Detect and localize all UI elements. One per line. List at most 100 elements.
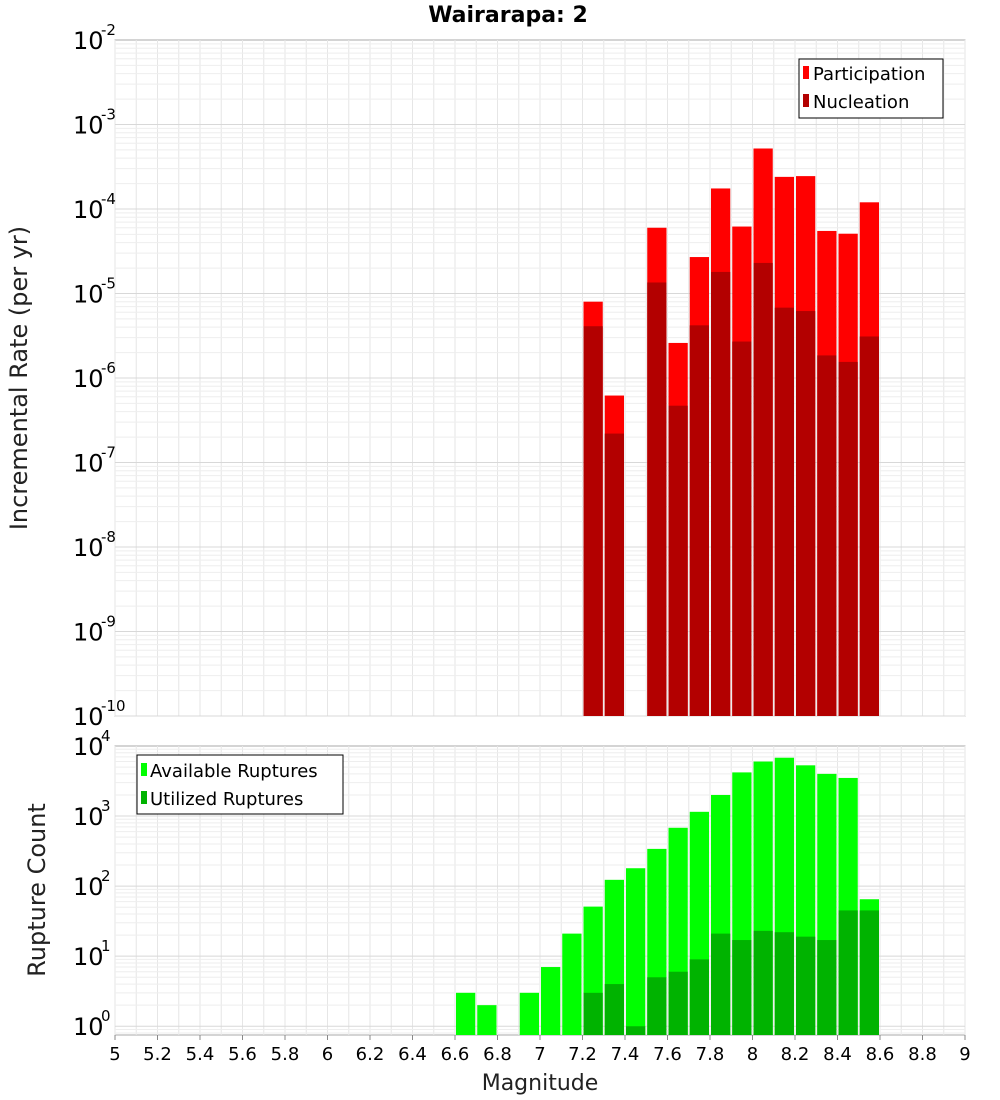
x-tick-label: 6.8 — [483, 1044, 512, 1065]
legend-label-utilized: Utilized Ruptures — [150, 789, 303, 810]
top-bar-series2 — [817, 355, 837, 716]
bottom-legend-box — [136, 754, 344, 815]
top-bar-series2 — [859, 336, 879, 716]
x-tick-label: 5.6 — [228, 1044, 257, 1065]
legend-swatch-nucleation — [803, 94, 809, 107]
top-y-tick-label: 10 — [73, 281, 104, 309]
top-y-tick-exponent: -4 — [101, 190, 116, 208]
bottom-bar-series2 — [604, 984, 624, 1035]
x-tick-label: 6 — [322, 1044, 333, 1065]
x-tick-label: 8 — [747, 1044, 758, 1065]
x-tick-label: 8.4 — [823, 1044, 852, 1065]
x-tick-label: 8.2 — [781, 1044, 810, 1065]
bottom-y-tick-exponent: 3 — [101, 797, 111, 815]
x-tick-label: 7.8 — [696, 1044, 725, 1065]
top-y-tick-label: 10 — [73, 703, 104, 731]
bottom-bars — [456, 757, 879, 1035]
bottom-bar-series1 — [519, 992, 539, 1035]
bottom-bar-series2 — [626, 1026, 646, 1035]
legend-label-nucleation: Nucleation — [813, 92, 909, 113]
legend-swatch-utilized — [141, 791, 147, 804]
top-bar-series2 — [647, 282, 667, 716]
legend-label-available: Available Ruptures — [150, 761, 318, 782]
bottom-legend: Available Ruptures Utilized Ruptures — [136, 754, 344, 815]
bottom-y-tick-exponent: 2 — [101, 867, 111, 885]
top-legend: Participation Nucleation — [798, 58, 944, 119]
x-tick-label: 5.2 — [143, 1044, 172, 1065]
top-grid — [114, 40, 966, 717]
top-y-tick-exponent: -9 — [101, 613, 116, 631]
top-bar-series2 — [753, 262, 773, 716]
chart-title: Wairarapa: 2 — [428, 3, 588, 28]
x-tick-label: 7.4 — [611, 1044, 640, 1065]
top-bar-series2 — [711, 271, 731, 716]
bottom-bar-series2 — [711, 933, 731, 1035]
bottom-y-tick-label: 10 — [73, 803, 104, 831]
x-tick-label: 5.8 — [271, 1044, 300, 1065]
bottom-y-tick-label: 10 — [73, 1013, 104, 1041]
bottom-bar-series2 — [796, 936, 816, 1035]
bottom-bar-series1 — [456, 992, 476, 1035]
bottom-bar-series2 — [753, 930, 773, 1035]
bottom-bar-series1 — [477, 1005, 497, 1035]
top-y-tick-exponent: -6 — [101, 359, 116, 377]
bottom-bar-series2 — [838, 910, 858, 1035]
top-bar-series2 — [689, 325, 709, 716]
top-bars — [583, 148, 879, 717]
top-bar-series2 — [668, 405, 688, 716]
legend-swatch-participation — [803, 66, 809, 79]
bottom-bar-series2 — [817, 940, 837, 1035]
bottom-bar-series2 — [583, 992, 603, 1035]
legend-swatch-available — [141, 763, 147, 776]
top-y-tick-label: 10 — [73, 450, 104, 478]
top-y-tick-label: 10 — [73, 534, 104, 562]
top-y-tick-exponent: -10 — [101, 697, 126, 715]
x-tick-label: 5 — [109, 1044, 120, 1065]
top-legend-box — [798, 58, 944, 119]
bottom-bar-series2 — [774, 932, 794, 1035]
x-axis-label: Magnitude — [482, 1071, 599, 1096]
top-y-axis-label: Incremental Rate (per yr) — [5, 226, 33, 530]
bottom-y-tick-exponent: 1 — [101, 937, 111, 955]
bottom-bar-series1 — [562, 933, 582, 1035]
x-tick-label: 6.6 — [441, 1044, 470, 1065]
bottom-y-tick-label: 10 — [73, 733, 104, 761]
x-tick-label: 8.8 — [908, 1044, 937, 1065]
top-bar-series2 — [838, 361, 858, 716]
bottom-bar-series2 — [668, 971, 688, 1035]
x-ticks: 5 5.2 5.4 5.6 5.8 6 6.2 6.4 6.6 6.8 7 7.2 7.4 7.6 7.8 8… — [109, 1035, 971, 1065]
top-y-tick-exponent: -8 — [101, 528, 116, 546]
x-tick-label: 6.4 — [398, 1044, 427, 1065]
x-tick-label: 7 — [534, 1044, 545, 1065]
top-bar-series2 — [583, 326, 603, 716]
top-y-tick-exponent: -7 — [101, 444, 116, 462]
bottom-y-tick-exponent: 0 — [101, 1007, 111, 1025]
bottom-bar-series2 — [859, 910, 879, 1035]
bottom-bar-series2 — [732, 940, 752, 1035]
bottom-y-tick-exponent: 4 — [101, 727, 111, 745]
bottom-bar-series2 — [647, 977, 667, 1035]
x-tick-label: 7.2 — [568, 1044, 597, 1065]
bottom-bar-series1 — [626, 868, 646, 1035]
top-y-tick-label: 10 — [73, 619, 104, 647]
top-bar-series2 — [732, 341, 752, 716]
top-bar-series2 — [604, 433, 624, 716]
bottom-bar-series2 — [689, 959, 709, 1035]
top-y-tick-exponent: -5 — [101, 275, 116, 293]
bottom-y-axis-label: Rupture Count — [23, 803, 51, 977]
top-y-tick-exponent: -3 — [101, 106, 116, 124]
top-y-tick-label: 10 — [73, 27, 104, 55]
x-tick-label: 9 — [959, 1044, 970, 1065]
top-y-tick-label: 10 — [73, 112, 104, 140]
top-y-tick-exponent: -2 — [101, 21, 116, 39]
x-tick-label: 6.2 — [356, 1044, 385, 1065]
x-tick-label: 8.6 — [866, 1044, 895, 1065]
x-tick-label: 7.6 — [653, 1044, 682, 1065]
legend-label-participation: Participation — [813, 64, 925, 85]
bottom-y-tick-label: 10 — [73, 873, 104, 901]
top-y-tick-label: 10 — [73, 196, 104, 224]
top-bar-series2 — [774, 307, 794, 716]
